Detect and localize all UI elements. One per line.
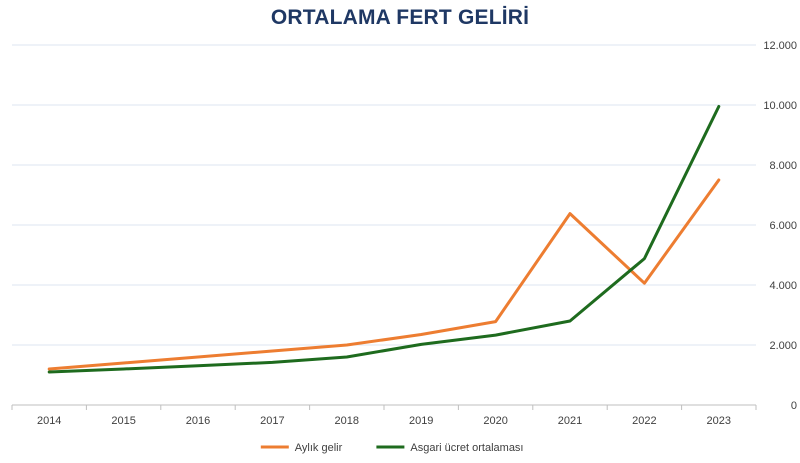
x-tick-label: 2014: [37, 415, 61, 427]
x-tick-label: 2022: [632, 415, 656, 427]
x-tick-label: 2019: [409, 415, 433, 427]
y-axis-ticks: 0 2.000 4.000 6.000 8.000 10.000 12.000: [763, 40, 797, 412]
y-tick-label: 0: [791, 400, 797, 412]
y-tick-label: 2.000: [769, 340, 797, 352]
gridlines: [12, 44, 756, 346]
series-line: [47, 178, 721, 371]
x-tick-label: 2017: [260, 415, 284, 427]
y-tick-label: 8.000: [769, 160, 797, 172]
x-tick-label: 2015: [111, 415, 135, 427]
series-line: [47, 105, 721, 374]
x-tick-label: 2020: [483, 415, 507, 427]
x-tick-label: 2016: [186, 415, 210, 427]
y-tick-label: 12.000: [763, 40, 797, 52]
x-tick-label: 2021: [558, 415, 582, 427]
x-tick-label: 2023: [707, 415, 731, 427]
y-tick-label: 6.000: [769, 220, 797, 232]
y-tick-label: 4.000: [769, 280, 797, 292]
x-tick-label: 2018: [335, 415, 359, 427]
chart-title: ORTALAMA FERT GELİRİ: [270, 6, 530, 29]
series-lines: [47, 105, 721, 374]
legend-label: Aylık gelir: [295, 442, 343, 454]
legend-label: Asgari ücret ortalaması: [410, 442, 523, 454]
legend: Aylık gelir Asgari ücret ortalaması: [260, 442, 524, 454]
x-axis: 2014 2015 2016 2017 2018 2019 2020 2021 2022 2023: [11, 404, 757, 427]
y-tick-label: 10.000: [763, 100, 797, 112]
